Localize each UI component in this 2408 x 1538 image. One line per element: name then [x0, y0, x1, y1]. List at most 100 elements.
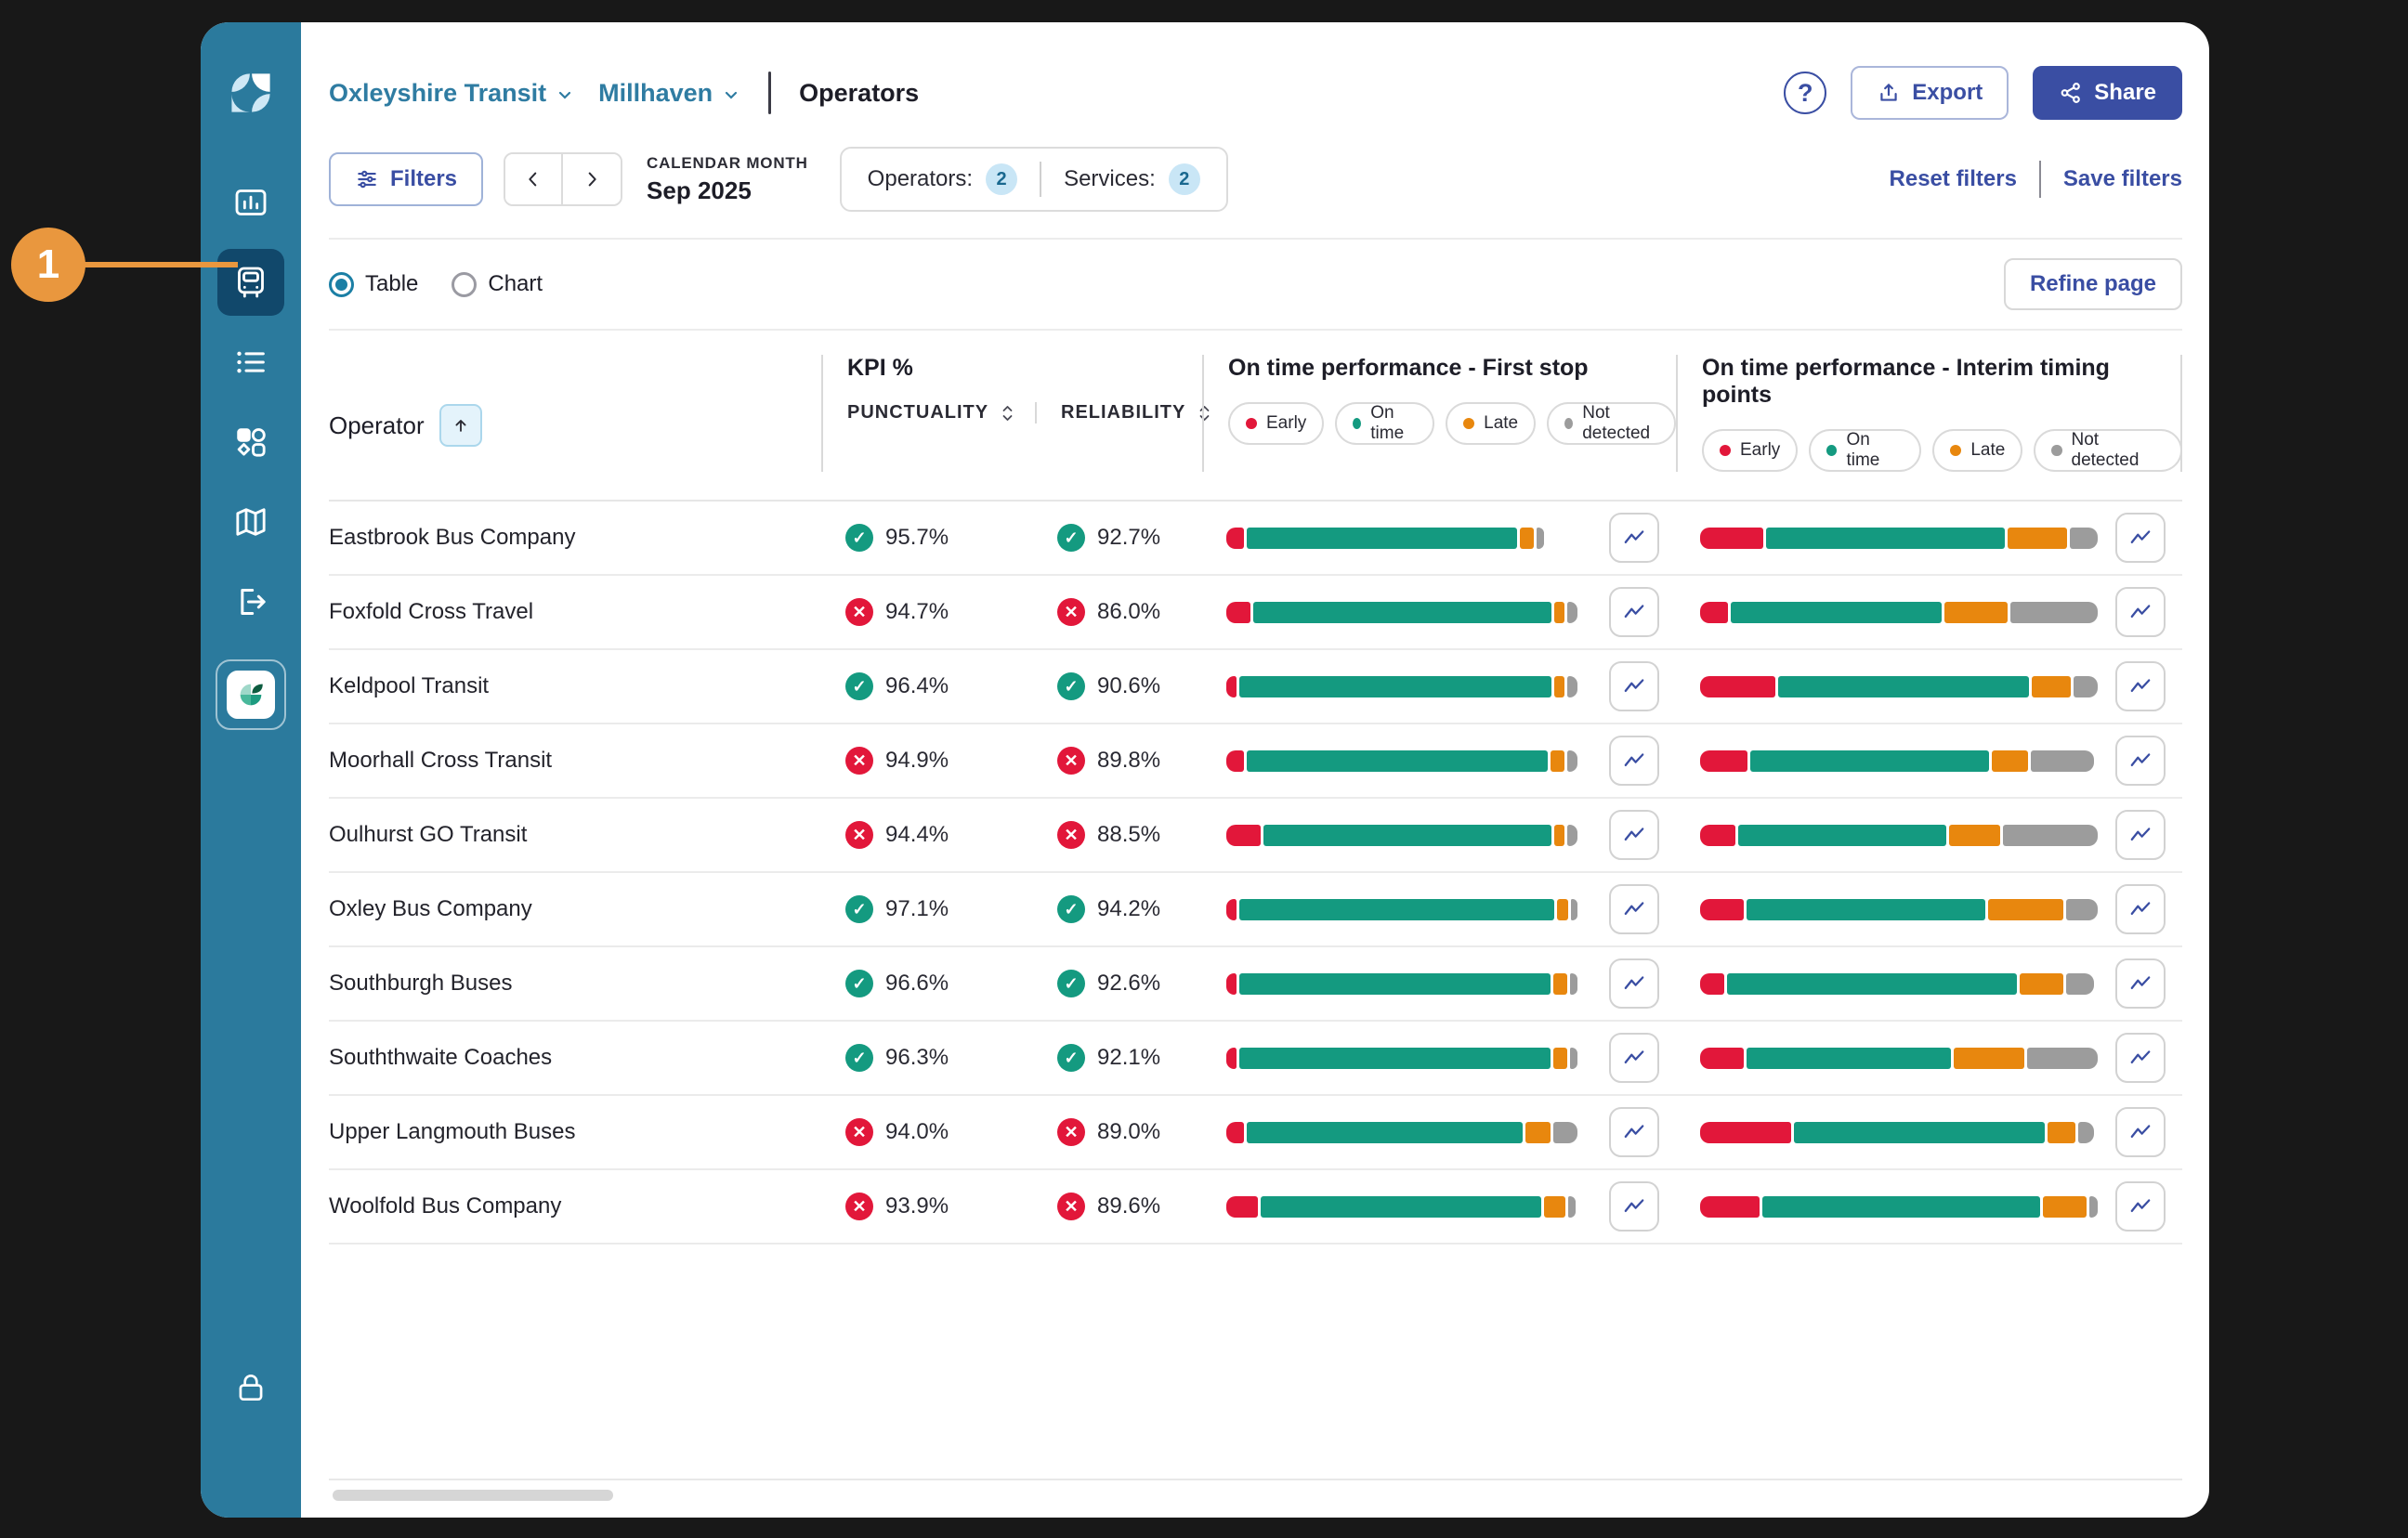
legend-chip[interactable]: Late [1932, 429, 2023, 472]
table-row[interactable]: Keldpool Transit ✓ 96.4% ✓ 90.6% [329, 650, 2182, 724]
interim-trend-button[interactable] [2115, 661, 2166, 711]
first-stop-performance-bar [1226, 972, 1577, 995]
table-row[interactable]: Foxfold Cross Travel ✕ 94.7% ✕ 86.0% [329, 576, 2182, 650]
reset-filters-link[interactable]: Reset filters [1889, 166, 2017, 191]
operator-name: Foxfold Cross Travel [329, 599, 534, 624]
trend-line-icon [2130, 1199, 2151, 1213]
legend-chip[interactable]: On time [1335, 402, 1435, 445]
reliability-status-icon: ✓ [1057, 1044, 1085, 1072]
legend-dot-icon [1564, 418, 1574, 429]
reliability-sort-header[interactable]: RELIABILITY [1035, 402, 1228, 424]
scrollbar-thumb[interactable] [333, 1490, 613, 1501]
trend-line-icon [2130, 679, 2151, 693]
view-radio-chart[interactable]: Chart [452, 271, 543, 297]
table-row[interactable]: Souththwaite Coaches ✓ 96.3% ✓ 92.1% [329, 1022, 2182, 1096]
legend-chip[interactable]: On time [1809, 429, 1922, 472]
refine-page-button[interactable]: Refine page [2003, 258, 2182, 310]
sidebar-item-operators[interactable] [217, 249, 284, 316]
interim-trend-button[interactable] [2115, 884, 2166, 934]
sidebar-item-dashboard[interactable] [217, 169, 284, 236]
horizontal-scrollbar [329, 1479, 2182, 1518]
reliability-value: 94.2% [1097, 896, 1161, 921]
reliability-value: 92.1% [1097, 1045, 1161, 1070]
operator-name: Woolfold Bus Company [329, 1193, 562, 1219]
breadcrumb-region[interactable]: Millhaven [598, 79, 740, 108]
table-row[interactable]: Oxley Bus Company ✓ 97.1% ✓ 94.2% [329, 873, 2182, 947]
first-stop-trend-button[interactable] [1609, 513, 1659, 563]
table-header: Operator KPI % PUNCTUALITY RELIABILITY [329, 331, 2182, 500]
operator-sort-button[interactable] [438, 404, 482, 447]
trend-line-icon [1624, 976, 1644, 990]
legend-dot-icon [1826, 445, 1838, 456]
legend-chip[interactable]: Early [1702, 429, 1799, 472]
chevron-down-icon [726, 91, 738, 99]
interim-trend-button[interactable] [2115, 513, 2166, 563]
table-row[interactable]: Moorhall Cross Transit ✕ 94.9% ✕ 89.8% [329, 724, 2182, 799]
chevron-down-icon [559, 91, 571, 99]
table-row[interactable]: Southburgh Buses ✓ 96.6% ✓ 92.6% [329, 947, 2182, 1022]
interim-trend-button[interactable] [2115, 1181, 2166, 1232]
table-row[interactable]: Upper Langmouth Buses ✕ 94.0% ✕ 89.0% [329, 1096, 2182, 1170]
next-month-button[interactable] [563, 154, 622, 204]
legend-chip[interactable]: Late [1446, 402, 1537, 445]
reliability-value: 90.6% [1097, 673, 1161, 698]
table-row[interactable]: Eastbrook Bus Company ✓ 95.7% ✓ 92.7% [329, 502, 2182, 576]
reliability-column-label: RELIABILITY [1061, 402, 1186, 423]
save-filters-link[interactable]: Save filters [2062, 166, 2182, 191]
first-stop-trend-button[interactable] [1609, 958, 1659, 1009]
otp-interim-header: On time performance - Interim timing poi… [1702, 355, 2110, 408]
calendar-month: CALENDAR MONTH Sep 2025 [647, 154, 808, 205]
legend-chip[interactable]: Early [1228, 402, 1325, 445]
interim-trend-button[interactable] [2115, 810, 2166, 860]
help-button[interactable]: ? [1784, 72, 1827, 114]
trend-line-icon [1624, 902, 1644, 916]
first-stop-trend-button[interactable] [1609, 587, 1659, 637]
reliability-value: 89.0% [1097, 1119, 1161, 1144]
sidebar-item-app[interactable] [216, 659, 286, 730]
interim-trend-button[interactable] [2115, 1107, 2166, 1157]
reliability-status-icon: ✓ [1057, 895, 1085, 923]
first-stop-trend-button[interactable] [1609, 661, 1659, 711]
legend-chip[interactable]: Not detected [1547, 402, 1676, 445]
interim-performance-bar [1700, 1047, 2098, 1069]
table-row[interactable]: Woolfold Bus Company ✕ 93.9% ✕ 89.6% [329, 1170, 2182, 1245]
first-stop-trend-button[interactable] [1609, 1033, 1659, 1083]
first-stop-trend-button[interactable] [1609, 884, 1659, 934]
sidebar-item-map[interactable] [217, 489, 284, 555]
legend-dot-icon [1246, 418, 1257, 429]
first-stop-trend-button[interactable] [1609, 736, 1659, 786]
first-stop-trend-button[interactable] [1609, 1107, 1659, 1157]
legend-label: Early [1266, 413, 1307, 433]
services-count-item[interactable]: Services: 2 [1064, 163, 1200, 195]
interim-trend-button[interactable] [2115, 736, 2166, 786]
callout-step-badge: 1 [11, 228, 85, 302]
services-count-label: Services: [1064, 166, 1156, 191]
interim-performance-bar [1700, 972, 2098, 995]
legend-chip[interactable]: Not detected [2034, 429, 2182, 472]
sidebar-item-services[interactable] [217, 329, 284, 396]
export-button[interactable]: Export [1851, 66, 2009, 120]
sidebar [201, 22, 301, 1518]
share-button[interactable]: Share [2033, 66, 2182, 120]
punctuality-status-icon: ✓ [845, 524, 873, 552]
interim-trend-button[interactable] [2115, 1033, 2166, 1083]
table-row[interactable]: Oulhurst GO Transit ✕ 94.4% ✕ 88.5% [329, 799, 2182, 873]
lock-icon[interactable] [217, 1354, 284, 1421]
reliability-status-icon: ✕ [1057, 821, 1085, 849]
punctuality-value: 94.7% [885, 599, 949, 624]
sidebar-item-logout[interactable] [217, 568, 284, 635]
interim-trend-button[interactable] [2115, 587, 2166, 637]
trend-line-icon [1624, 679, 1644, 693]
sidebar-item-categories[interactable] [217, 409, 284, 476]
punctuality-status-icon: ✓ [845, 1044, 873, 1072]
first-stop-performance-bar [1226, 824, 1578, 846]
interim-trend-button[interactable] [2115, 958, 2166, 1009]
first-stop-trend-button[interactable] [1609, 1181, 1659, 1232]
filters-button[interactable]: Filters [329, 152, 484, 206]
breadcrumb-org[interactable]: Oxleyshire Transit [329, 79, 574, 108]
punctuality-sort-header[interactable]: PUNCTUALITY [847, 402, 1059, 424]
previous-month-button[interactable] [505, 154, 564, 204]
first-stop-trend-button[interactable] [1609, 810, 1659, 860]
operators-count-item[interactable]: Operators: 2 [868, 163, 1018, 195]
view-radio-table[interactable]: Table [329, 271, 418, 297]
